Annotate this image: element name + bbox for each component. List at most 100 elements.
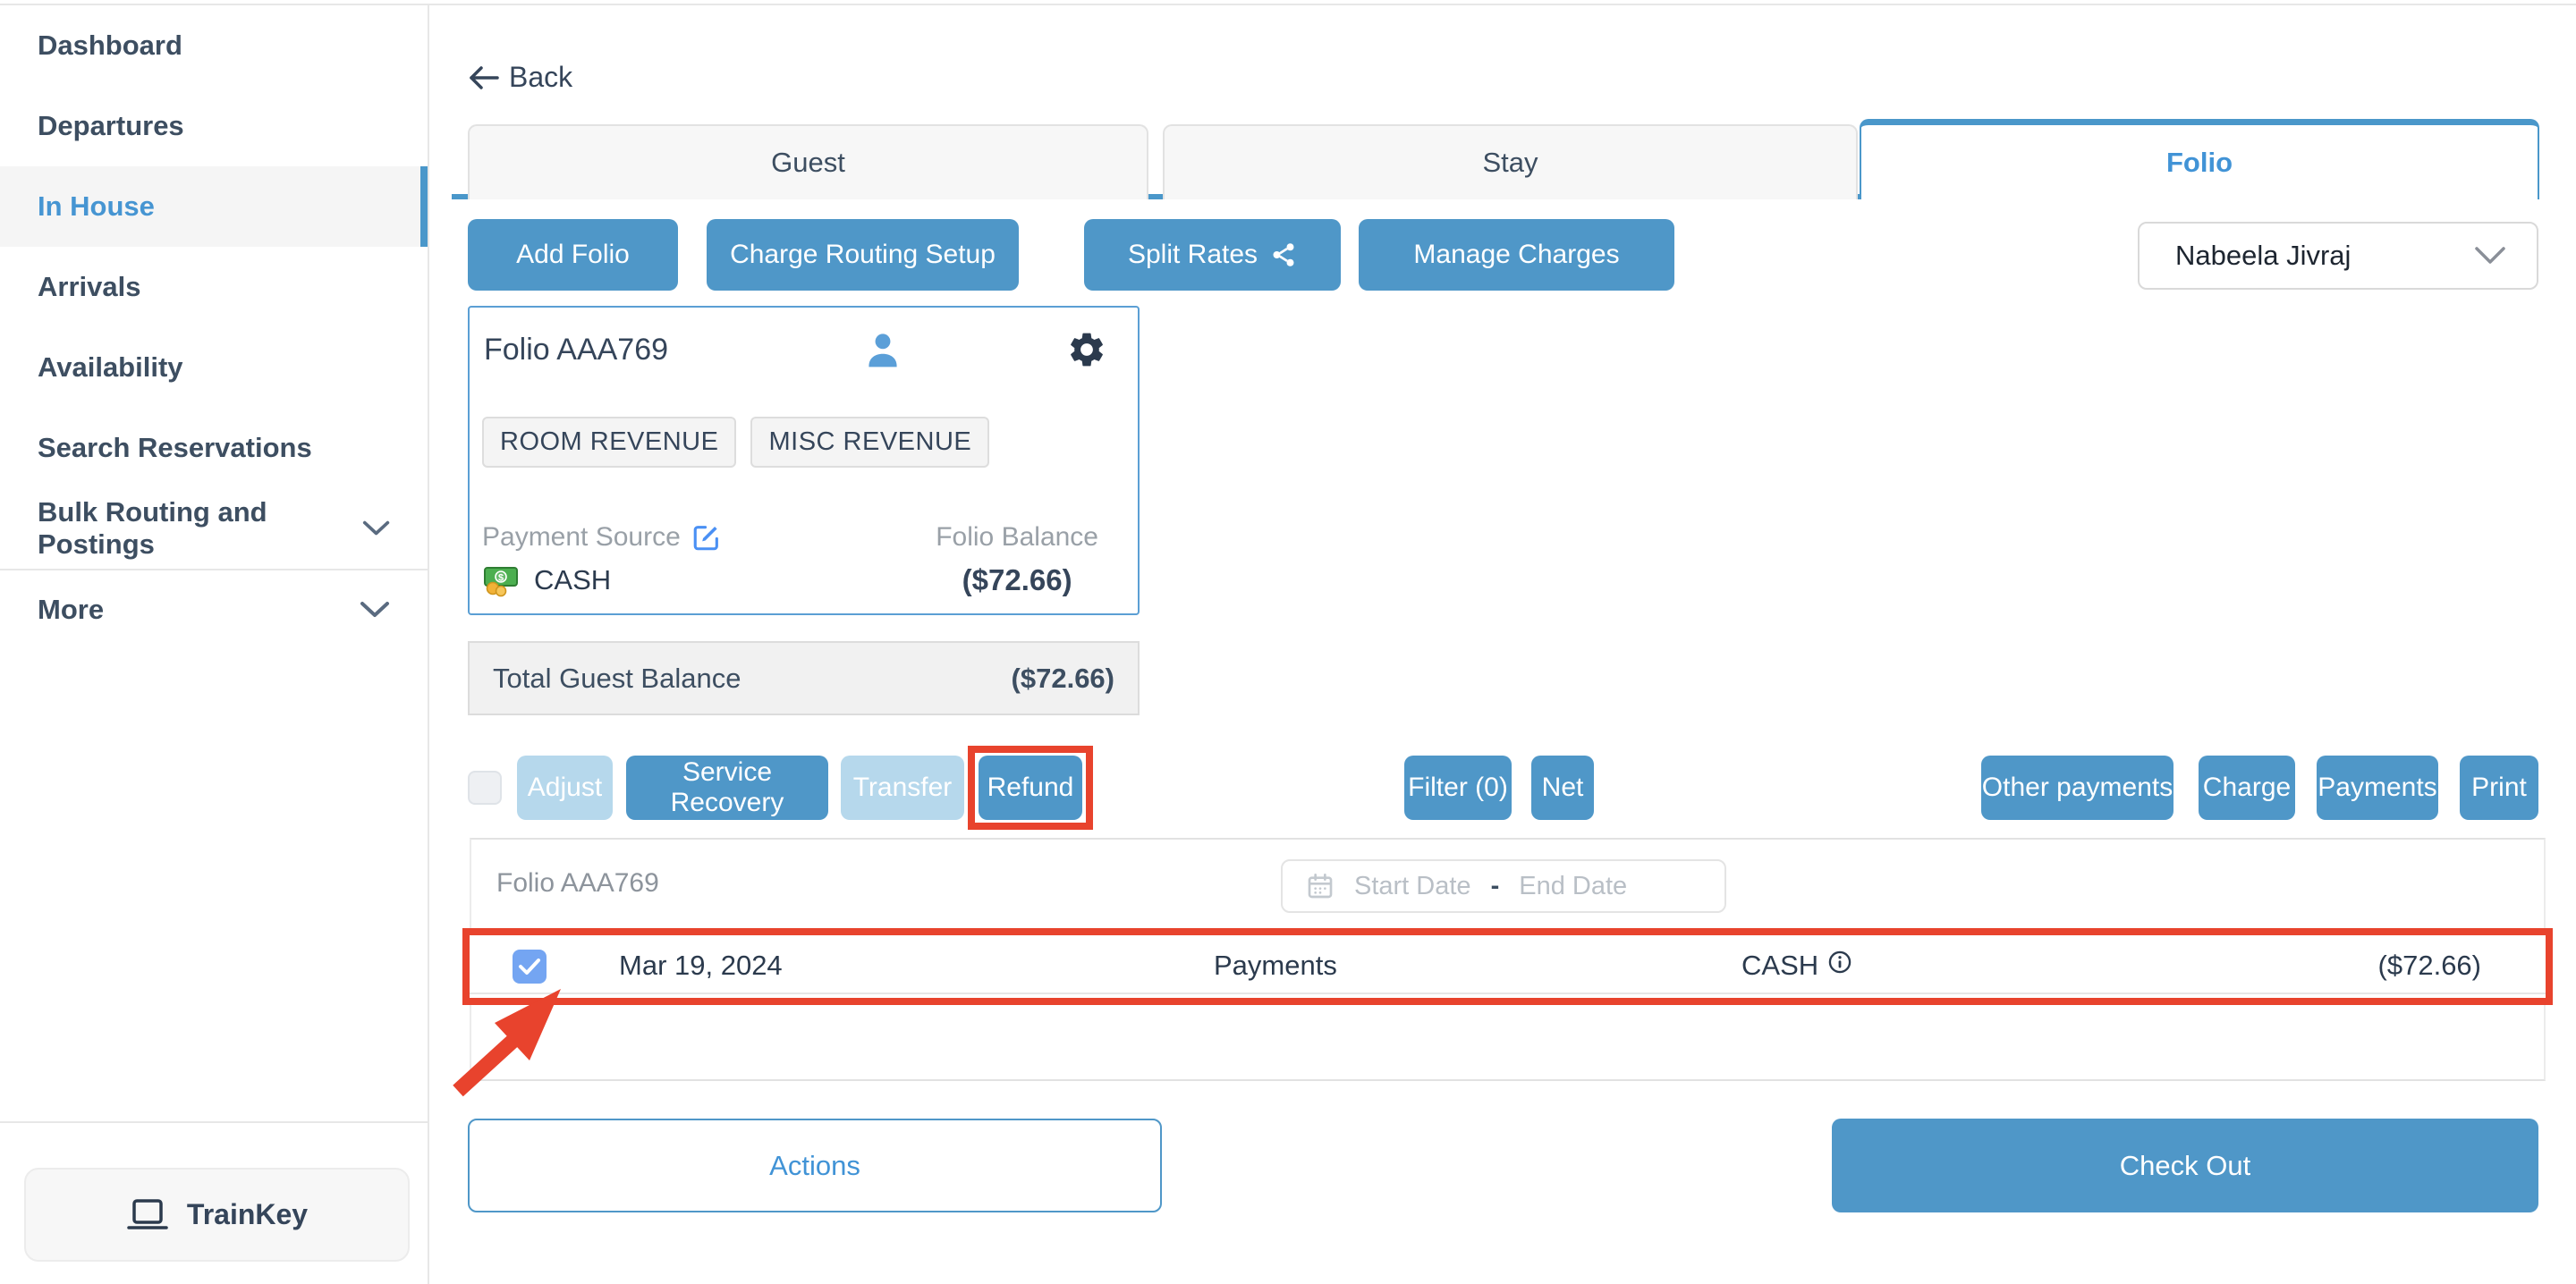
sidebar: Dashboard Departures In House Arrivals A…	[0, 5, 429, 1284]
payment-row-date: Mar 19, 2024	[619, 950, 783, 981]
date-separator: -	[1490, 871, 1500, 900]
net-button[interactable]: Net	[1531, 756, 1594, 820]
folio-tags: ROOM REVENUE MISC REVENUE	[482, 417, 990, 468]
actions-button[interactable]: Actions	[468, 1119, 1162, 1212]
transfer-button[interactable]: Transfer	[841, 756, 964, 820]
service-recovery-button[interactable]: Service Recovery	[626, 756, 828, 820]
sidebar-item-arrivals[interactable]: Arrivals	[0, 247, 428, 327]
button-label: Filter (0)	[1408, 773, 1508, 802]
folio-card-bottom: Payment Source $ CASH	[482, 522, 1125, 597]
split-rates-button[interactable]: Split Rates	[1084, 219, 1341, 291]
chevron-down-icon	[360, 602, 389, 617]
payment-row[interactable]: Mar 19, 2024 Payments CASH ($72.66)	[470, 935, 2546, 998]
total-guest-balance-row: Total Guest Balance ($72.66)	[468, 641, 1140, 715]
payment-row-checkbox[interactable]	[513, 950, 547, 984]
button-label: Add Folio	[516, 240, 630, 269]
guest-person-icon	[869, 334, 897, 367]
tag-misc-revenue: MISC REVENUE	[750, 417, 990, 468]
add-folio-button[interactable]: Add Folio	[468, 219, 678, 291]
laptop-icon	[127, 1198, 168, 1229]
gear-icon[interactable]	[1066, 329, 1107, 370]
trainkey-button[interactable]: TrainKey	[24, 1168, 410, 1262]
payment-row-annotation-box: Mar 19, 2024 Payments CASH ($72.66)	[462, 928, 2553, 1005]
folio-balance-block: Folio Balance ($72.66)	[936, 522, 1098, 597]
button-label: Manage Charges	[1413, 240, 1620, 269]
sidebar-item-label: Availability	[38, 351, 183, 383]
sidebar-item-bulk-routing[interactable]: Bulk Routing and Postings	[0, 488, 428, 569]
tab-label: Stay	[1482, 147, 1538, 178]
button-label: Payments	[2318, 773, 2437, 802]
button-label: Net	[1541, 773, 1584, 802]
folio-balance-value: ($72.66)	[962, 563, 1072, 596]
sidebar-item-label: Departures	[38, 110, 184, 141]
trainkey-label: TrainKey	[186, 1198, 309, 1230]
start-date-input[interactable]: Start Date	[1354, 871, 1471, 900]
payment-source-label: Payment Source	[482, 522, 681, 552]
tab-guest[interactable]: Guest	[468, 124, 1148, 199]
calendar-icon	[1308, 874, 1333, 899]
select-all-checkbox[interactable]	[468, 771, 502, 805]
row-divider	[470, 993, 2546, 994]
back-arrow-icon	[470, 65, 499, 89]
guest-selector-value: Nabeela Jivraj	[2175, 240, 2351, 271]
sidebar-item-in-house[interactable]: In House	[0, 166, 428, 247]
sidebar-item-departures[interactable]: Departures	[0, 86, 428, 166]
button-label: Actions	[769, 1149, 860, 1181]
cash-icon: $	[484, 567, 518, 597]
sidebar-item-label: Bulk Routing and Postings	[38, 496, 267, 560]
sidebar-item-availability[interactable]: Availability	[0, 327, 428, 408]
chevron-down-icon	[362, 520, 390, 536]
share-icon	[1273, 243, 1294, 266]
tab-label: Guest	[771, 147, 845, 178]
ledger-folio-label: Folio AAA769	[496, 868, 659, 898]
check-out-button[interactable]: Check Out	[1832, 1119, 2538, 1212]
payment-source-value-row: $ CASH	[482, 563, 1125, 597]
folio-balance-label: Folio Balance	[936, 522, 1098, 552]
tab-bar: Guest Stay Folio	[452, 119, 2546, 199]
filter-button[interactable]: Filter (0)	[1404, 756, 1512, 820]
tab-folio[interactable]: Folio	[1860, 119, 2539, 199]
print-button[interactable]: Print	[2460, 756, 2538, 820]
payment-row-amount: ($72.66)	[2377, 950, 2481, 981]
folio-card-header: Folio AAA769	[484, 329, 1123, 374]
edit-icon[interactable]	[691, 522, 722, 553]
button-label: Service Recovery	[670, 757, 784, 817]
sidebar-item-more[interactable]: More	[0, 569, 428, 649]
refund-button[interactable]: Refund	[979, 756, 1082, 820]
total-guest-balance-value: ($72.66)	[1011, 662, 1114, 694]
date-range-picker[interactable]: Start Date - End Date	[1281, 859, 1726, 913]
page-top-divider	[0, 4, 2576, 5]
button-label: Refund	[987, 773, 1074, 802]
guest-selector-dropdown[interactable]: Nabeela Jivraj	[2138, 222, 2538, 290]
svg-text:$: $	[498, 573, 504, 584]
info-icon[interactable]	[1827, 950, 1852, 975]
tab-label: Folio	[2165, 146, 2233, 178]
refund-annotation-box: Refund	[968, 746, 1093, 830]
payment-row-type: Payments	[1214, 950, 1337, 981]
ledger-header: Folio AAA769 Start Date - End Date	[471, 840, 2544, 925]
charge-button[interactable]: Charge	[2199, 756, 2295, 820]
other-payments-button[interactable]: Other payments	[1981, 756, 2174, 820]
tab-stay[interactable]: Stay	[1163, 124, 1858, 199]
button-label: Print	[2471, 773, 2527, 802]
sidebar-item-search-reservations[interactable]: Search Reservations	[0, 408, 428, 488]
button-label: Charge	[2202, 773, 2292, 802]
button-label: Check Out	[2119, 1149, 2251, 1181]
folio-card: Folio AAA769 ROOM REVENUE MISC REVENUE P…	[468, 306, 1140, 615]
chevron-down-icon	[2475, 247, 2505, 264]
back-label: Back	[509, 61, 573, 93]
adjust-button[interactable]: Adjust	[517, 756, 613, 820]
tag-room-revenue: ROOM REVENUE	[482, 417, 737, 468]
manage-charges-button[interactable]: Manage Charges	[1359, 219, 1674, 291]
charge-routing-setup-button[interactable]: Charge Routing Setup	[707, 219, 1019, 291]
button-label: Adjust	[527, 773, 603, 802]
check-icon	[519, 959, 540, 975]
payments-button[interactable]: Payments	[2317, 756, 2438, 820]
button-label: Other payments	[1981, 773, 2174, 802]
back-button[interactable]: Back	[468, 61, 572, 94]
payment-source-value: CASH	[534, 564, 612, 596]
end-date-input[interactable]: End Date	[1519, 871, 1628, 900]
sidebar-item-dashboard[interactable]: Dashboard	[0, 5, 428, 86]
folio-title: Folio AAA769	[484, 333, 669, 367]
